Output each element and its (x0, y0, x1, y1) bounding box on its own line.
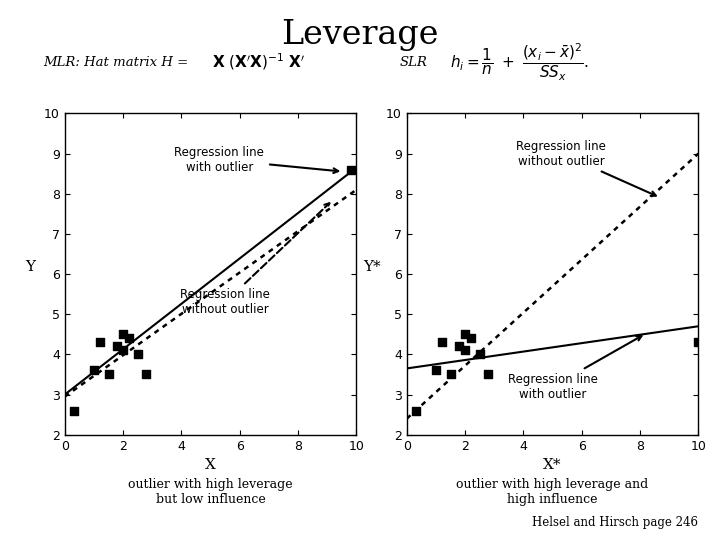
Point (445, 370, 456, 379)
Point (436, 338, 448, 347)
Point (88, 366, 99, 375)
Point (123, 334, 135, 342)
Point (474, 350, 485, 359)
Text: outlier with high leverage and
high influence: outlier with high leverage and high infl… (456, 478, 649, 506)
Point (132, 350, 143, 359)
Point (410, 406, 421, 415)
Point (459, 346, 471, 355)
Point (117, 346, 129, 355)
Text: Regression line
with outlier: Regression line with outlier (174, 146, 338, 173)
Point (465, 334, 477, 342)
Text: Regression line
without outlier: Regression line without outlier (516, 139, 656, 196)
Point (345, 165, 356, 174)
Y-axis label: Y*: Y* (364, 260, 381, 274)
X-axis label: X*: X* (544, 458, 562, 472)
Point (459, 330, 471, 339)
Point (431, 366, 442, 375)
Point (68, 406, 79, 415)
Point (693, 338, 704, 347)
Point (117, 330, 129, 339)
Point (482, 370, 494, 379)
Point (103, 370, 114, 379)
Point (140, 370, 152, 379)
X-axis label: X: X (205, 458, 216, 472)
Text: outlier with high leverage
but low influence: outlier with high leverage but low influ… (128, 478, 293, 506)
Y-axis label: Y: Y (25, 260, 35, 274)
Text: Regression line
without outlier: Regression line without outlier (180, 203, 329, 316)
Point (112, 342, 123, 350)
Text: Helsel and Hirsch page 246: Helsel and Hirsch page 246 (532, 516, 698, 529)
Text: MLR: Hat matrix H =: MLR: Hat matrix H = (43, 56, 193, 69)
Point (454, 342, 465, 350)
Point (94, 338, 106, 347)
Text: Regression line
with outlier: Regression line with outlier (508, 336, 642, 401)
Text: $h_i = \dfrac{1}{n}\ +\ \dfrac{(x_i - \bar{x})^2}{SS_x}.$: $h_i = \dfrac{1}{n}\ +\ \dfrac{(x_i - \b… (450, 42, 589, 83)
Text: SLR: SLR (400, 56, 428, 69)
Text: $\mathbf{X}\ (\mathbf{X'X})^{-1}\ \mathbf{X'}$: $\mathbf{X}\ (\mathbf{X'X})^{-1}\ \mathb… (212, 52, 306, 72)
Text: Leverage: Leverage (282, 19, 438, 51)
